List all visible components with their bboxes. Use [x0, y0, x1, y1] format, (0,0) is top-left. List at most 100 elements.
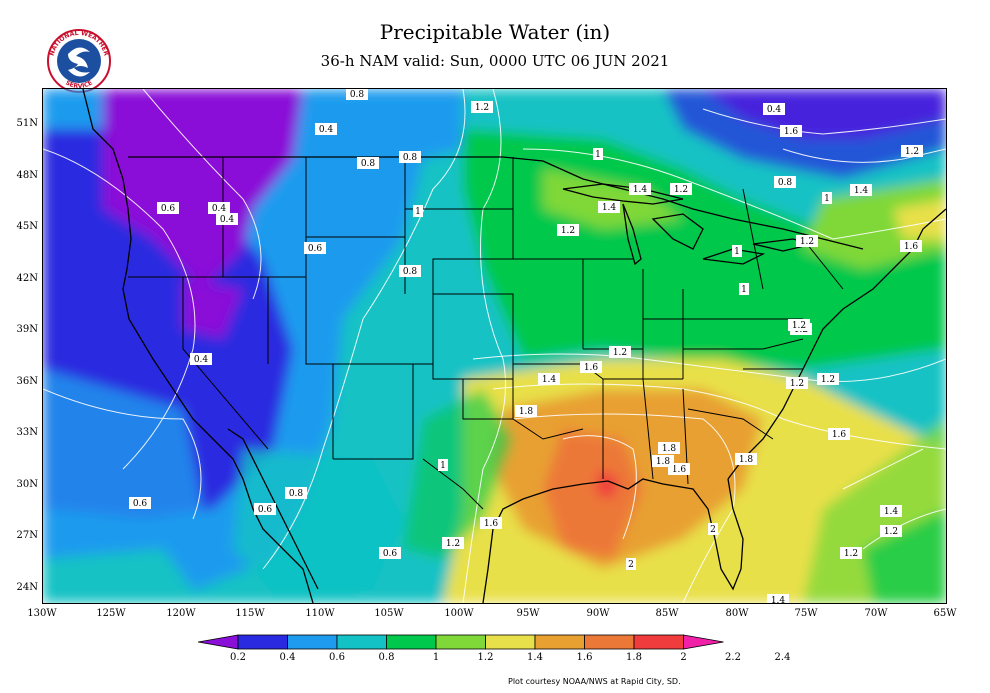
- colorbar-cell: [336, 634, 387, 650]
- contour-label-text: 1.4: [602, 203, 617, 213]
- contour-label-text: 1.2: [792, 321, 806, 331]
- contour-label-text: 1.6: [672, 465, 687, 475]
- contour-label: 2: [626, 558, 636, 570]
- contour-label: 2: [708, 523, 718, 535]
- contour-label: 0.8: [399, 265, 421, 277]
- contour-label: 1.6: [480, 517, 502, 529]
- longitude-label: 70W: [864, 608, 888, 619]
- contour-label: 1.2: [901, 145, 923, 157]
- colorbar-cell: [198, 634, 239, 650]
- contour-label-text: 1: [824, 194, 830, 204]
- contour-label: 1.2: [442, 537, 464, 549]
- colorbar-label: 1.2: [477, 652, 494, 663]
- longitude-label: 80W: [725, 608, 749, 619]
- contour-label-text: 1.8: [739, 455, 754, 465]
- latitude-label: 51N: [16, 118, 38, 129]
- contour-label: 1.4: [538, 373, 560, 385]
- colorbar-label: 0.2: [230, 652, 246, 663]
- contour-label-text: 0.4: [220, 215, 235, 225]
- colorbar-cell: [633, 634, 684, 650]
- contour-label: 1: [739, 283, 749, 295]
- contour-label: 1.2: [880, 525, 902, 537]
- latitude-label: 33N: [16, 427, 38, 438]
- moisture-field: [43, 89, 946, 603]
- longitude-label: 120W: [166, 608, 196, 619]
- plot-credit: Plot courtesy NOAA/NWS at Rapid City, SD…: [508, 677, 681, 686]
- contour-label-text: 1.2: [613, 348, 627, 358]
- contour-label: 1: [438, 459, 448, 471]
- colorbar-label: 0.8: [378, 652, 395, 663]
- contour-label: 1.2: [471, 101, 493, 113]
- colorbar-label: 1.6: [576, 652, 593, 663]
- contour-label: 0.8: [774, 176, 796, 188]
- latitude-label: 27N: [16, 530, 38, 541]
- contour-label: 1.8: [652, 455, 674, 467]
- contour-label: 1.2: [557, 224, 579, 236]
- contour-label-text: 1.8: [656, 457, 671, 467]
- contour-label-text: 0.4: [212, 204, 227, 214]
- contour-label-text: 1.2: [790, 379, 804, 389]
- contour-label-text: 1.2: [844, 549, 858, 559]
- contour-label-text: 1: [734, 247, 740, 257]
- contour-label: 0.4: [208, 202, 230, 214]
- chart-title: Precipitable Water (in): [379, 20, 611, 44]
- contour-label-text: 1.2: [475, 103, 489, 113]
- contour-label: 1: [732, 245, 742, 257]
- contour-label: 1.8: [515, 405, 537, 417]
- contour-label-text: 1.4: [884, 507, 899, 517]
- contour-label-text: 0.6: [133, 499, 148, 509]
- contour-label-text: 0.6: [258, 505, 273, 515]
- contour-label-text: 0.8: [403, 267, 418, 277]
- precipitable-water-map: 0.8 1.2 0.4 0.4 0.6 0.4 0.4 0.8 0.8 1 1 1.4 1.2 1.2 0.…: [42, 88, 947, 604]
- svg-text:SERVICE: SERVICE: [64, 79, 94, 90]
- contour-label-text: 0.8: [361, 159, 376, 169]
- contour-label-text: 0.8: [778, 178, 793, 188]
- longitude-label: 130W: [27, 608, 57, 619]
- contour-label: 1: [593, 148, 603, 160]
- longitude-label: 115W: [235, 608, 265, 619]
- contour-label: 0.6: [129, 497, 151, 509]
- contour-label: 1.6: [780, 125, 802, 137]
- colorbar-label: 0.4: [279, 652, 296, 663]
- contour-label-text: 1: [440, 461, 446, 471]
- contour-label: 0.8: [346, 89, 368, 100]
- longitude-label: 65W: [933, 608, 957, 619]
- chart-subtitle: 36-h NAM valid: Sun, 0000 UTC 06 JUN 202…: [320, 52, 670, 70]
- colorbar-label: 2.4: [774, 652, 791, 663]
- contour-label: 1.8: [735, 453, 757, 465]
- longitude-label: 125W: [96, 608, 126, 619]
- contour-label: 0.4: [190, 353, 212, 365]
- contour-label: 1.6: [828, 428, 850, 440]
- colorbar-cell: [287, 634, 338, 650]
- contour-label-text: 2: [710, 525, 716, 535]
- colorbar-label: 1.4: [527, 652, 543, 663]
- latitude-label: 36N: [16, 376, 38, 387]
- contour-label-text: 1: [415, 207, 421, 217]
- contour-label-text: 1: [595, 150, 601, 160]
- nws-logo: NATIONAL WEATHER SERVICE: [47, 29, 111, 93]
- latitude-label: 42N: [16, 273, 38, 284]
- contour-label-text: 0.8: [289, 489, 304, 499]
- contour-label-text: 1.2: [561, 226, 575, 236]
- colorbar-label: 2.2: [725, 652, 741, 663]
- contour-label-text: 2: [628, 560, 634, 570]
- latitude-label: 39N: [16, 324, 38, 335]
- contour-label-text: 0.4: [319, 125, 334, 135]
- colorbar: [198, 634, 724, 650]
- contour-label: 0.8: [399, 151, 421, 163]
- contour-label-text: 0.6: [308, 244, 323, 254]
- contour-label: 1.6: [900, 240, 922, 252]
- contour-label: 1: [413, 205, 423, 217]
- contour-label-text: 0.6: [383, 549, 398, 559]
- colorbar-cell: [485, 634, 536, 650]
- contour-label-text: 1: [741, 285, 747, 295]
- logo-text-bottom: SERVICE: [64, 79, 94, 90]
- contour-label: 0.8: [357, 157, 379, 169]
- contour-label: 1: [822, 192, 832, 204]
- longitude-label: 85W: [655, 608, 679, 619]
- colorbar-label: 0.6: [329, 652, 345, 663]
- contour-label-text: 0.4: [767, 105, 782, 115]
- latitude-label: 30N: [16, 479, 38, 490]
- contour-label-text: 1.8: [519, 407, 534, 417]
